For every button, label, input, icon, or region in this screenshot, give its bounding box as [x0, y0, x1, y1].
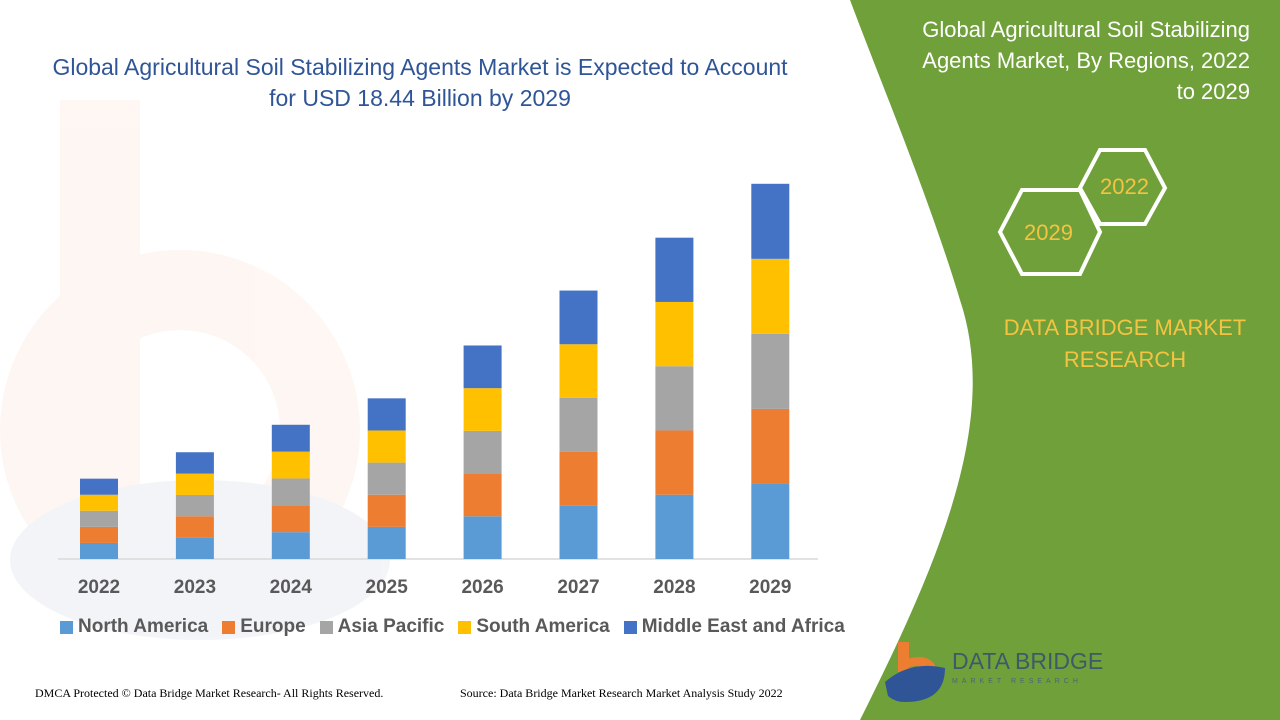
panel-title: Global Agricultural Soil Stabilizing Age…	[922, 17, 1250, 104]
legend-item: Middle East and Africa	[623, 616, 845, 638]
x-tick-label: 2029	[749, 577, 791, 598]
footer-source: Source: Data Bridge Market Research Mark…	[460, 686, 783, 700]
legend-item: North America	[60, 616, 208, 638]
legend-item: Europe	[222, 616, 306, 638]
bar-segment-2025-north-america	[367, 526, 406, 559]
bar-segment-2027-middle-east-and-africa	[559, 290, 598, 345]
legend-item: Asia Pacific	[319, 616, 445, 638]
hex-label-2029: 2029	[1024, 220, 1073, 245]
legend-label: Middle East and Africa	[641, 616, 845, 637]
bar-segment-2027-europe	[559, 451, 598, 506]
bar-segment-2023-north-america	[175, 537, 214, 559]
legend-swatch	[222, 620, 236, 634]
bars	[80, 183, 790, 559]
bar-segment-2022-north-america	[80, 542, 118, 559]
x-tick-label: 2025	[366, 577, 409, 598]
bar-segment-2024-asia-pacific	[271, 478, 310, 506]
legend-item: South America	[458, 616, 610, 638]
green-panel	[850, 0, 1280, 720]
bar-segment-2025-asia-pacific	[367, 462, 406, 495]
bar-segment-2029-europe	[751, 408, 790, 484]
x-tick-label: 2028	[653, 577, 695, 598]
bar-segment-2029-north-america	[751, 483, 790, 559]
bar-segment-2027-south-america	[559, 344, 598, 398]
bar-segment-2026-middle-east-and-africa	[463, 345, 502, 389]
bar-segment-2029-middle-east-and-africa	[751, 183, 790, 259]
chart-title: Global Agricultural Soil Stabilizing Age…	[52, 54, 788, 111]
bar-segment-2027-north-america	[559, 505, 598, 559]
bar-segment-2024-middle-east-and-africa	[271, 424, 310, 452]
bar-segment-2026-south-america	[463, 388, 502, 431]
x-tick-label: 2026	[461, 577, 503, 598]
bar-segment-2026-europe	[463, 473, 502, 517]
bar-segment-2025-europe	[367, 494, 406, 527]
hexagon-2029	[997, 188, 1103, 276]
legend-label: North America	[78, 616, 209, 637]
legend-swatch	[458, 620, 472, 634]
footer-copyright: DMCA Protected © Data Bridge Market Rese…	[35, 686, 384, 700]
legend-label: Asia Pacific	[337, 616, 445, 637]
x-tick-labels: 2022 2023 2024 2025 2026 2027 2028 2029	[78, 577, 792, 598]
logo-subtitle: MARKET RESEARCH	[952, 678, 1082, 685]
legend: North America Europe Asia Pacific South …	[60, 616, 845, 638]
bar-segment-2028-north-america	[655, 494, 694, 559]
bar-segment-2023-europe	[175, 516, 214, 538]
bar-segment-2024-north-america	[271, 532, 310, 559]
bar-segment-2028-middle-east-and-africa	[655, 237, 694, 302]
bar-segment-2022-middle-east-and-africa	[80, 478, 118, 495]
bar-segment-2023-south-america	[175, 473, 214, 495]
bar-segment-2022-asia-pacific	[80, 510, 118, 527]
x-tick-label: 2024	[270, 577, 313, 598]
bar-segment-2024-europe	[271, 505, 310, 533]
brand-text: DATA BRIDGE MARKET RESEARCH	[1003, 315, 1247, 372]
x-tick-label: 2023	[174, 577, 216, 598]
bar-segment-2028-asia-pacific	[655, 366, 694, 431]
legend-swatch	[319, 620, 333, 634]
legend-label: Europe	[240, 616, 306, 637]
bar-segment-2022-south-america	[80, 494, 118, 511]
legend-swatch	[623, 620, 637, 634]
bar-segment-2029-south-america	[751, 258, 790, 334]
bar-segment-2023-asia-pacific	[175, 494, 214, 517]
logo-name: DATA BRIDGE	[952, 648, 1104, 674]
bar-segment-2025-south-america	[367, 430, 406, 463]
legend-swatch	[60, 620, 73, 634]
legend-label: South America	[476, 616, 610, 637]
bar-segment-2022-europe	[80, 526, 118, 543]
bar-segment-2024-south-america	[271, 451, 310, 479]
bar-segment-2023-middle-east-and-africa	[175, 452, 214, 474]
bar-segment-2028-south-america	[655, 301, 694, 367]
bar-segment-2029-asia-pacific	[751, 333, 790, 409]
bar-segment-2026-asia-pacific	[463, 430, 502, 474]
bar-segment-2025-middle-east-and-africa	[367, 398, 406, 431]
x-tick-label: 2022	[78, 577, 120, 598]
hex-label-2022: 2022	[1100, 174, 1149, 199]
bar-segment-2027-asia-pacific	[559, 397, 598, 452]
logo-icon	[885, 642, 945, 702]
x-tick-label: 2027	[557, 577, 599, 598]
bar-segment-2028-europe	[655, 430, 694, 495]
bar-segment-2026-north-america	[463, 516, 502, 559]
